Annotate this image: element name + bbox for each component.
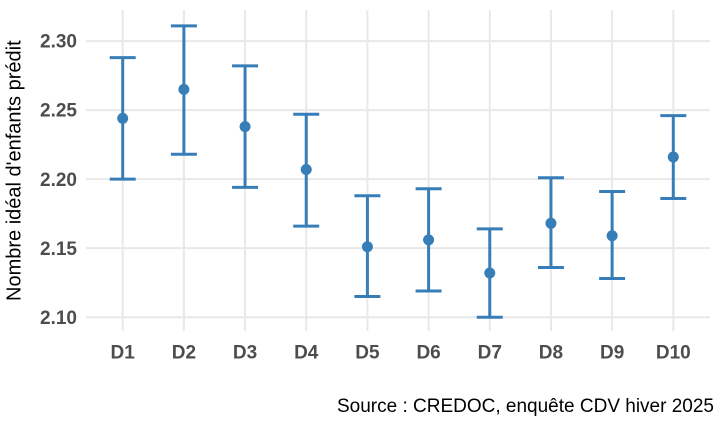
data-point bbox=[178, 83, 190, 95]
x-tick-label: D5 bbox=[355, 343, 380, 364]
data-point bbox=[117, 112, 129, 124]
data-point bbox=[361, 241, 373, 253]
x-tick-label: D4 bbox=[294, 343, 319, 364]
y-tick-label: 2.15 bbox=[40, 239, 77, 260]
y-tick-label: 2.20 bbox=[40, 170, 77, 191]
x-tick-label: D10 bbox=[656, 343, 691, 364]
x-tick-label: D6 bbox=[416, 343, 440, 364]
y-axis-title: Nombre idéal d'enfants prédit bbox=[3, 40, 26, 301]
x-tick-label: D8 bbox=[539, 343, 563, 364]
data-point bbox=[300, 163, 312, 175]
data-point bbox=[423, 234, 435, 246]
y-tick-label: 2.25 bbox=[40, 101, 77, 122]
x-tick-label: D7 bbox=[478, 343, 502, 364]
x-tick-label: D1 bbox=[111, 343, 136, 364]
x-tick-label: D9 bbox=[600, 343, 624, 364]
y-tick-label: 2.30 bbox=[40, 32, 77, 53]
data-point bbox=[239, 121, 251, 133]
data-point bbox=[606, 230, 618, 242]
data-point bbox=[545, 217, 557, 229]
data-point bbox=[484, 267, 496, 279]
x-tick-label: D3 bbox=[233, 343, 257, 364]
x-tick-label: D2 bbox=[172, 343, 196, 364]
source-caption: Source : CREDOC, enquête CDV hiver 2025 bbox=[336, 396, 714, 417]
data-point bbox=[667, 151, 679, 163]
y-tick-label: 2.10 bbox=[40, 308, 77, 329]
